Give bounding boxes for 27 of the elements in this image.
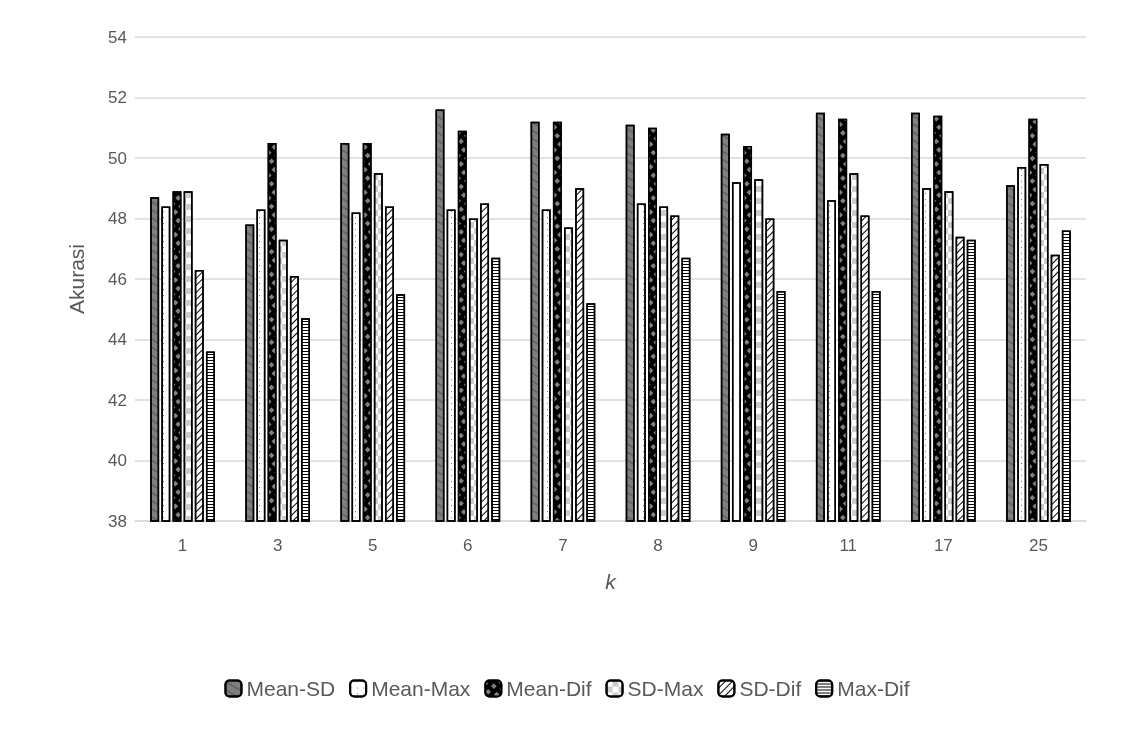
- y-tick-label: 52: [108, 88, 127, 107]
- legend-label: Max-Dif: [837, 677, 910, 700]
- y-tick-label: 48: [108, 209, 127, 228]
- legend-label: Mean-Dif: [506, 677, 592, 700]
- y-tick-label: 44: [108, 330, 127, 349]
- y-tick-label: 46: [108, 269, 127, 289]
- x-tick-label: 3: [272, 536, 283, 555]
- y-axis-title: Akurasi: [65, 243, 88, 315]
- x-tick-label: 9: [748, 536, 758, 555]
- y-tick-label: 54: [108, 27, 127, 47]
- y-tick-label: 38: [108, 511, 127, 531]
- x-tick-label: 7: [558, 536, 568, 555]
- x-tick-label: 6: [463, 536, 473, 555]
- legend-label: Mean-Max: [371, 677, 471, 700]
- x-tick-label: 17: [933, 536, 953, 555]
- y-tick-label: 50: [108, 148, 127, 168]
- y-tick-label: 40: [108, 451, 127, 470]
- x-tick-label: 1: [177, 536, 188, 555]
- legend-label: SD-Max: [627, 677, 704, 700]
- x-tick-label: 25: [1028, 536, 1048, 555]
- legend-label: SD-Dif: [739, 677, 802, 700]
- x-tick-label: 5: [368, 536, 378, 555]
- x-tick-label: 8: [653, 536, 663, 555]
- x-axis-title: k: [605, 570, 618, 593]
- x-tick-label: 11: [839, 536, 858, 555]
- legend-label: Mean-SD: [246, 677, 336, 700]
- y-tick-label: 42: [108, 390, 127, 410]
